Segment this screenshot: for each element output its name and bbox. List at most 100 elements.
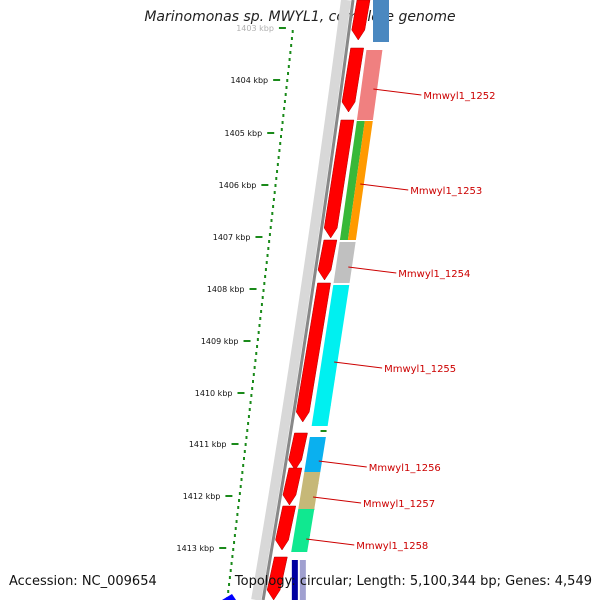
gene-label: Mmwyl1_1257 xyxy=(363,499,435,510)
ruler-dot xyxy=(265,261,268,264)
gene-block-partial xyxy=(299,560,306,600)
ruler-dot xyxy=(233,541,236,544)
ruler-dot xyxy=(234,527,237,530)
gene-label: Mmwyl1_1258 xyxy=(356,541,428,552)
ruler-dot xyxy=(260,303,263,306)
ruler-dot xyxy=(236,513,239,516)
ruler-dot xyxy=(276,163,279,166)
ruler-tick-mark xyxy=(243,340,251,342)
ruler-dot xyxy=(253,366,256,369)
feature-ring-tick xyxy=(320,430,327,432)
reverse-cds-partial xyxy=(222,594,236,600)
ruler-tick-label: 1412 kbp xyxy=(183,492,221,501)
gene-block-partial xyxy=(291,560,298,600)
gene-label-leader xyxy=(373,88,422,96)
ruler-dot xyxy=(252,373,255,376)
forward-cds-arrow xyxy=(282,467,303,506)
backbone-ring xyxy=(261,0,355,600)
ruler-dot xyxy=(268,240,271,243)
gene-label-leader xyxy=(334,361,383,369)
accession-text: Accession: NC_009654 xyxy=(9,574,157,589)
ruler-tick-label: 1405 kbp xyxy=(225,129,263,138)
ruler-dot xyxy=(287,72,290,75)
ruler-dot xyxy=(256,345,259,348)
ruler-dot xyxy=(282,114,285,117)
ruler-dot xyxy=(268,233,271,236)
ruler-dot xyxy=(238,499,241,502)
ruler-dot xyxy=(242,464,245,467)
gene-block xyxy=(304,437,326,472)
ruler-dot xyxy=(283,100,286,103)
ruler-dot xyxy=(245,436,248,439)
forward-cds-arrow xyxy=(317,239,338,281)
gene-block xyxy=(311,285,350,426)
forward-cds-arrow xyxy=(323,119,355,239)
gene-block xyxy=(333,242,356,283)
ruler-dot xyxy=(269,226,272,229)
ruler-dot xyxy=(264,275,267,278)
ruler-dot xyxy=(248,408,251,411)
gene-label-leader xyxy=(348,266,397,274)
ruler-dot xyxy=(231,555,234,558)
gene-label-leader xyxy=(318,460,367,468)
ruler-dot xyxy=(227,590,230,593)
ruler-dot xyxy=(285,86,288,89)
ruler-dot xyxy=(266,254,269,257)
ruler-dot xyxy=(280,128,283,131)
ruler-tick-mark xyxy=(278,27,286,29)
forward-cds-arrow xyxy=(351,0,371,41)
ruler-dot xyxy=(283,107,286,110)
ruler-dot xyxy=(274,184,277,187)
ruler-tick-mark xyxy=(255,236,263,238)
forward-cds-arrow xyxy=(341,47,364,113)
ruler-dot xyxy=(290,37,293,40)
ruler-dot xyxy=(276,170,279,173)
ruler-dot xyxy=(273,191,276,194)
gene-label-leader xyxy=(306,538,355,546)
ruler-tick-mark xyxy=(261,184,269,186)
forward-cds-arrow xyxy=(296,282,331,423)
ruler-dot xyxy=(264,268,267,271)
ruler-dot xyxy=(278,149,281,152)
forward-cds-arrow xyxy=(288,432,308,471)
ruler-tick-mark xyxy=(273,79,281,81)
ruler-dot xyxy=(259,317,262,320)
ruler-dot xyxy=(228,576,231,579)
feature-layer xyxy=(222,0,389,600)
ruler-dot xyxy=(239,485,242,488)
label-layer: Mmwyl1_1252 Mmwyl1_1253 Mmwyl1_1254 Mmwyl1_… xyxy=(306,88,495,552)
gene-label: Mmwyl1_1254 xyxy=(398,269,470,280)
ruler-dot xyxy=(287,65,290,68)
gene-label-leader xyxy=(312,496,362,504)
ruler-tick-label: 1411 kbp xyxy=(189,440,227,449)
ruler-tick-mark xyxy=(225,495,233,497)
ruler-dot xyxy=(242,457,245,460)
ruler-tick-mark xyxy=(237,392,245,394)
ruler-dot xyxy=(255,352,258,355)
ruler-dot xyxy=(257,331,260,334)
ruler-tick-label: 1404 kbp xyxy=(230,76,268,85)
ruler-dot xyxy=(228,583,231,586)
ruler-dot xyxy=(262,289,265,292)
ruler-dot xyxy=(237,506,240,509)
gene-block xyxy=(356,50,383,120)
ruler-dot xyxy=(272,198,275,201)
ruler-tick-label: 1408 kbp xyxy=(207,285,245,294)
ruler-dot xyxy=(267,247,270,250)
ruler-dot xyxy=(290,44,293,47)
ruler-dot xyxy=(238,492,241,495)
ruler-dot xyxy=(243,450,246,453)
ruler-tick-label: 1409 kbp xyxy=(201,337,239,346)
ruler-dot xyxy=(240,478,243,481)
ruler-dot xyxy=(271,212,274,215)
ruler-dot xyxy=(244,443,247,446)
backbone-layer xyxy=(251,0,355,600)
gene-label: Mmwyl1_1253 xyxy=(410,186,482,197)
ruler-tick-mark xyxy=(231,443,239,445)
gene-label: Mmwyl1_1255 xyxy=(384,364,456,375)
ruler-dot xyxy=(258,324,261,327)
backbone-shadow xyxy=(251,0,351,600)
ruler-dot xyxy=(272,205,275,208)
ruler-dot xyxy=(256,338,259,341)
